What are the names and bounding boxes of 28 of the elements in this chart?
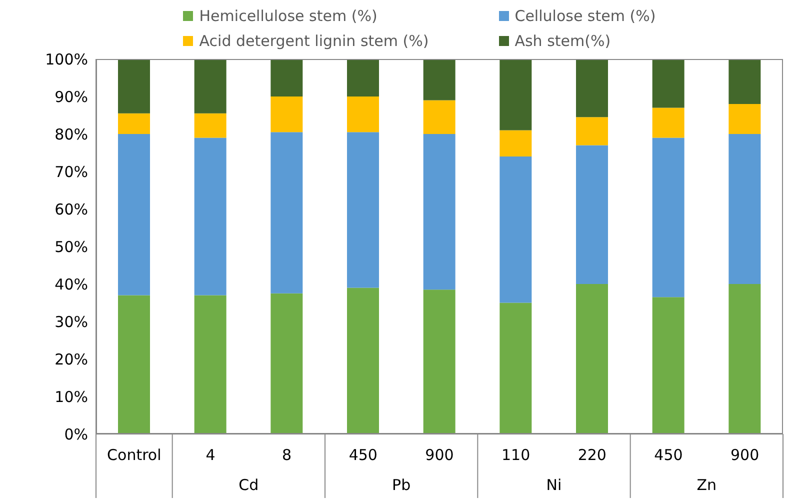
legend-label: Cellulose stem (%): [514, 6, 656, 24]
x-tick-label: 4: [206, 446, 216, 464]
x-tick-label: 450: [654, 446, 683, 464]
y-tick-label: 100%: [45, 50, 88, 68]
legend-label: Ash stem(%): [514, 32, 611, 50]
legend-label: Acid detergent lignin stem (%): [199, 32, 429, 50]
x-tick-label: 110: [502, 446, 530, 464]
y-tick-label: 80%: [54, 125, 88, 144]
x-tick-label: 900: [730, 446, 760, 464]
text: Pb: [392, 476, 411, 494]
y-tick-label: 10%: [54, 388, 88, 406]
text: Zn: [696, 476, 717, 494]
x-tick-label: 900: [425, 446, 454, 464]
y-tick-label: 20%: [54, 350, 88, 368]
x-tick-label: Control: [107, 446, 162, 464]
x-tick-label: 8: [282, 446, 292, 464]
y-tick-label: 90%: [54, 88, 88, 106]
y-tick-label: 60%: [54, 200, 88, 218]
y-tick-label: 30%: [54, 312, 88, 331]
legend-label: Hemicellulose stem (%): [199, 6, 378, 24]
text: Cd: [238, 476, 259, 494]
y-tick-label: 0%: [64, 425, 88, 444]
x-tick-label: 450: [348, 446, 378, 464]
y-tick-label: 70%: [54, 162, 88, 181]
y-tick-label: 40%: [54, 275, 88, 294]
text: Ni: [546, 476, 562, 494]
x-tick-label: 220: [578, 446, 606, 464]
y-tick-label: 50%: [54, 238, 88, 256]
